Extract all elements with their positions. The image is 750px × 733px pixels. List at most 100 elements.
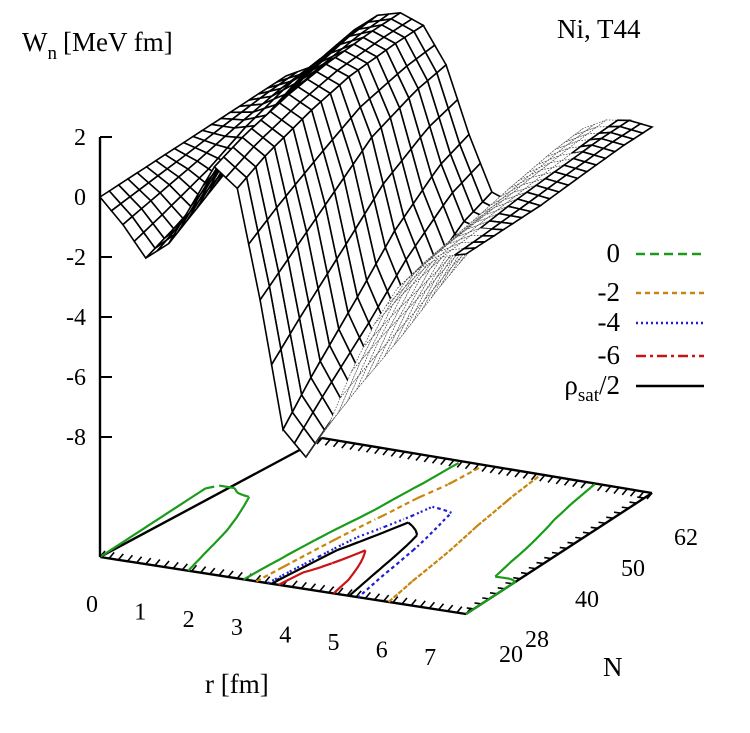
surface-facet bbox=[533, 171, 555, 183]
base-tick bbox=[172, 561, 179, 569]
base-tick bbox=[332, 440, 340, 448]
surface-facet bbox=[305, 427, 327, 458]
surface-facet bbox=[377, 318, 399, 354]
x-tick-label: 4 bbox=[279, 622, 291, 648]
z-tick-label: 0 bbox=[74, 185, 86, 211]
base-tick bbox=[514, 470, 521, 478]
base-tick bbox=[528, 566, 536, 570]
base-tick bbox=[448, 459, 455, 467]
base-tick bbox=[567, 541, 575, 545]
base-tick bbox=[154, 559, 161, 567]
surface-facet bbox=[524, 178, 546, 190]
surface-facet bbox=[515, 185, 537, 197]
surface-facet bbox=[586, 126, 610, 135]
legend-label: ρsat/2 bbox=[564, 370, 620, 406]
base-tick bbox=[598, 521, 606, 525]
base-tick bbox=[410, 598, 417, 606]
y-tick-label: 50 bbox=[621, 556, 645, 582]
surface-facet bbox=[454, 247, 479, 256]
base-left-edge bbox=[99, 436, 323, 559]
legend-label: -6 bbox=[598, 340, 621, 370]
surface-facet bbox=[550, 153, 572, 164]
surface-facet bbox=[390, 285, 413, 317]
surface-mesh bbox=[98, 11, 654, 459]
y-tick-label: 20 bbox=[499, 642, 523, 668]
x-tick-label: 6 bbox=[376, 638, 388, 664]
z-tick-label: -6 bbox=[66, 365, 86, 391]
base-plane bbox=[99, 436, 653, 616]
base-tick bbox=[580, 481, 587, 489]
base-tick bbox=[536, 561, 544, 565]
surface-facet bbox=[381, 294, 403, 328]
base-tick bbox=[349, 442, 356, 451]
base-tick bbox=[218, 569, 225, 577]
contour-line-1 bbox=[255, 465, 541, 603]
base-tick bbox=[489, 466, 496, 474]
base-tick bbox=[582, 531, 591, 535]
base-tick bbox=[357, 444, 364, 452]
base-tick bbox=[555, 477, 562, 485]
base-tick bbox=[437, 603, 445, 611]
base-tick bbox=[440, 458, 447, 466]
base-tick bbox=[613, 486, 620, 495]
base-tick bbox=[126, 554, 134, 562]
base-tick bbox=[316, 437, 323, 445]
base-tick bbox=[373, 593, 381, 601]
surface-facet bbox=[566, 133, 588, 146]
base-tick bbox=[398, 451, 406, 459]
surface-facet bbox=[585, 119, 607, 132]
surface-facet bbox=[543, 164, 565, 175]
y-tick-label: 62 bbox=[674, 525, 698, 551]
base-tick bbox=[456, 606, 463, 614]
base-tick bbox=[621, 488, 628, 496]
base-tick bbox=[382, 448, 389, 456]
surface-facet bbox=[423, 268, 445, 301]
surface-facet bbox=[435, 249, 457, 280]
base-tick bbox=[428, 601, 436, 609]
z-tick-label: -4 bbox=[66, 305, 86, 331]
base-tick bbox=[547, 475, 554, 484]
surface-facet bbox=[513, 181, 535, 193]
base-tick bbox=[605, 485, 612, 493]
base-tick bbox=[392, 596, 399, 604]
base-tick bbox=[108, 551, 115, 559]
base-tick bbox=[646, 492, 653, 500]
base-tick bbox=[497, 467, 505, 475]
z-axis-label: Wn [MeV fm] bbox=[22, 27, 173, 64]
base-tick bbox=[629, 501, 637, 504]
z-axis-label-sub: n bbox=[47, 43, 57, 64]
base-tick bbox=[458, 612, 467, 615]
base-tick bbox=[637, 496, 645, 499]
base-tick bbox=[530, 473, 538, 481]
base-tick bbox=[328, 586, 335, 594]
base-tick bbox=[364, 591, 371, 599]
x-tick-label: 7 bbox=[424, 645, 436, 671]
base-tick bbox=[145, 557, 152, 565]
base-tick bbox=[341, 441, 348, 449]
base-tick bbox=[431, 456, 439, 464]
z-tick-label: -2 bbox=[66, 245, 86, 271]
surface-facet bbox=[450, 235, 472, 248]
base-tick bbox=[551, 551, 560, 555]
base-tick bbox=[606, 516, 614, 520]
x-tick-label: 5 bbox=[328, 630, 340, 656]
z-axis-label-main: W bbox=[22, 27, 48, 57]
surface-facet bbox=[471, 206, 493, 223]
base-tick bbox=[423, 455, 430, 463]
surface-facet bbox=[564, 130, 586, 143]
base-tick bbox=[236, 571, 243, 579]
surface-facet bbox=[503, 188, 525, 201]
base-tick bbox=[590, 526, 598, 530]
base-tick bbox=[506, 469, 513, 477]
base-tick bbox=[291, 580, 298, 588]
surface-facet bbox=[505, 191, 528, 204]
x-tick-label: 3 bbox=[231, 615, 243, 641]
z-tick-label: 2 bbox=[74, 125, 86, 151]
base-tick bbox=[324, 438, 331, 446]
base-tick bbox=[419, 600, 426, 608]
surface-facet bbox=[558, 146, 582, 156]
base-tick bbox=[209, 567, 216, 575]
x-axis-label: r [fm] bbox=[205, 669, 269, 699]
surface-facet bbox=[451, 241, 475, 250]
